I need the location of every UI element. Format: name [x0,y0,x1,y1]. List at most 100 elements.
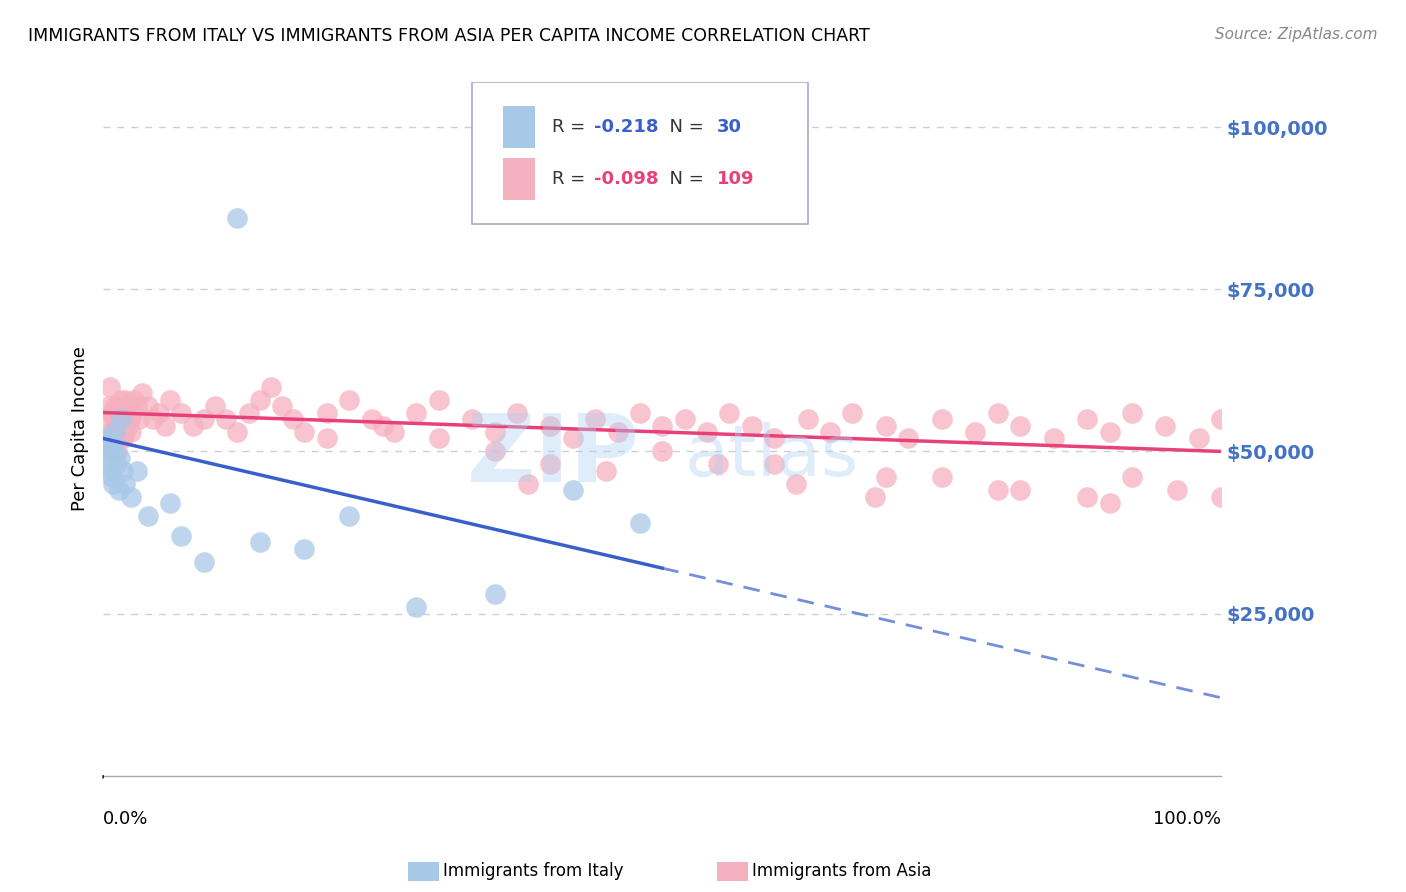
Point [294,425,316,439]
Point [204,399,226,413]
Point [875,418,897,433]
Text: 0.0%: 0.0% [103,810,149,829]
Point [124,392,146,407]
Point [111,412,134,426]
Point [538,458,561,472]
Point [117,418,139,433]
Point [427,432,450,446]
Point [193,555,215,569]
Point [673,412,696,426]
Point [1121,405,1143,419]
Point [484,425,506,439]
Text: atlas: atlas [685,422,859,491]
Point [315,405,337,419]
Point [1121,470,1143,484]
Point [107,418,129,433]
Point [741,418,763,433]
Point [1154,418,1177,433]
Point [136,399,159,413]
Text: R =: R = [551,118,591,136]
Text: IMMIGRANTS FROM ITALY VS IMMIGRANTS FROM ASIA PER CAPITA INCOME CORRELATION CHAR: IMMIGRANTS FROM ITALY VS IMMIGRANTS FROM… [28,27,870,45]
Point [101,470,124,484]
Point [283,412,305,426]
Point [405,600,427,615]
Point [763,432,786,446]
Point [651,418,673,433]
Point [987,483,1010,498]
Point [115,405,138,419]
Point [97,412,120,426]
Text: 30: 30 [717,118,742,136]
Point [114,476,136,491]
Point [97,438,120,452]
Point [1042,432,1064,446]
Text: 109: 109 [717,170,755,188]
Point [108,399,131,413]
Point [159,496,181,510]
Point [271,399,294,413]
Point [131,386,153,401]
Point [1211,490,1233,504]
Point [136,509,159,524]
FancyBboxPatch shape [472,82,807,224]
Point [96,444,118,458]
Point [561,483,583,498]
Point [461,412,484,426]
Point [103,438,125,452]
FancyBboxPatch shape [503,106,534,148]
Point [108,425,131,439]
Point [707,458,730,472]
Point [110,392,132,407]
Point [294,541,316,556]
Point [1076,490,1098,504]
Point [105,444,128,458]
Point [120,490,142,504]
Point [1098,425,1121,439]
Point [100,405,122,419]
Point [897,432,920,446]
Point [170,529,193,543]
Point [97,399,120,413]
Point [94,444,117,458]
Point [101,425,124,439]
Point [120,425,142,439]
Point [931,412,953,426]
Text: 100.0%: 100.0% [1153,810,1222,829]
Point [1098,496,1121,510]
Point [506,405,529,419]
Point [315,432,337,446]
Point [628,516,651,530]
Point [337,392,360,407]
Point [128,412,150,426]
Point [931,470,953,484]
FancyBboxPatch shape [503,158,534,200]
Text: Immigrants from Italy: Immigrants from Italy [443,863,623,880]
Point [103,412,125,426]
Point [1010,483,1032,498]
Point [1076,412,1098,426]
Point [226,211,249,225]
Text: N =: N = [658,170,709,188]
Point [1188,432,1211,446]
Point [785,476,807,491]
Point [105,418,128,433]
Point [114,425,136,439]
Point [260,379,283,393]
Point [110,412,132,426]
Point [98,450,121,465]
Point [98,379,121,393]
Point [987,405,1010,419]
Point [427,392,450,407]
Text: Immigrants from Asia: Immigrants from Asia [752,863,932,880]
Text: ZIP: ZIP [467,410,640,502]
Point [148,405,170,419]
Point [965,425,987,439]
Text: Source: ZipAtlas.com: Source: ZipAtlas.com [1215,27,1378,42]
Point [875,470,897,484]
Point [583,412,606,426]
Point [103,444,125,458]
Point [193,412,215,426]
Point [484,444,506,458]
Point [595,464,617,478]
Point [371,418,394,433]
